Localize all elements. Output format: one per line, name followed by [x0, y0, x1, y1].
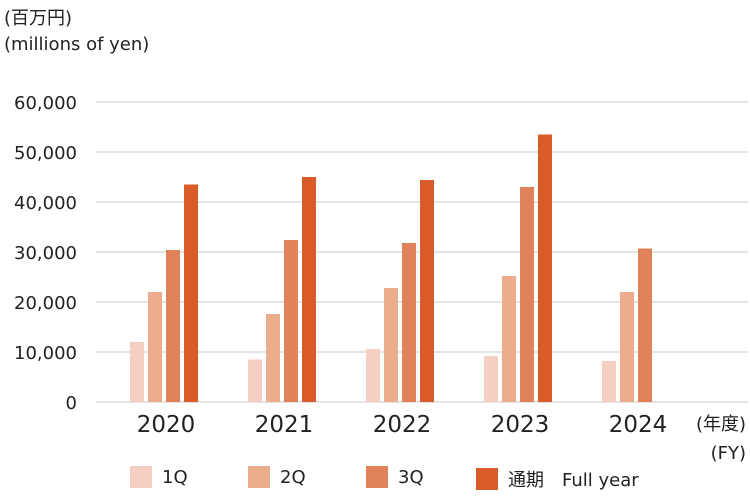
bar-3Q-2021 — [284, 240, 298, 402]
x-axis-suffix-ja: (年度) — [696, 414, 746, 435]
bar-2Q-2022 — [384, 288, 398, 402]
bar-通期-2021 — [302, 177, 316, 402]
bar-3Q-2024 — [638, 248, 652, 402]
unit-label-en: (millions of yen) — [4, 34, 150, 55]
bar-2Q-2023 — [502, 276, 516, 402]
legend-label: 3Q — [398, 466, 424, 488]
legend-swatch — [366, 466, 388, 488]
bar-通期-2022 — [420, 180, 434, 402]
bar-3Q-2023 — [520, 187, 534, 402]
legend-swatch — [476, 468, 498, 490]
legend-item: 1Q — [130, 466, 188, 488]
y-tick-label: 50,000 — [14, 143, 77, 164]
y-tick-label: 10,000 — [14, 343, 77, 364]
y-tick-label: 30,000 — [14, 243, 77, 264]
legend-label: 2Q — [280, 466, 306, 488]
bar-1Q-2022 — [366, 349, 380, 402]
legend: 1Q 2Q 3Q 通期 Full year — [0, 466, 750, 496]
legend-item: 2Q — [248, 466, 306, 488]
legend-item: 通期 Full year — [476, 466, 639, 492]
bar-2Q-2024 — [620, 292, 634, 402]
x-tick-label: 2023 — [491, 412, 550, 438]
bar-1Q-2020 — [130, 342, 144, 402]
bar-1Q-2021 — [248, 359, 262, 402]
x-tick-label: 2024 — [609, 412, 668, 438]
x-tick-label: 2022 — [373, 412, 432, 438]
bar-2Q-2020 — [148, 292, 162, 402]
bar-1Q-2024 — [602, 361, 616, 402]
y-tick-label: 20,000 — [14, 293, 77, 314]
legend-swatch — [248, 466, 270, 488]
legend-swatch — [130, 466, 152, 488]
bar-2Q-2021 — [266, 314, 280, 402]
legend-label: 1Q — [162, 466, 188, 488]
bar-通期-2023 — [538, 134, 552, 402]
bar-1Q-2023 — [484, 356, 498, 402]
bar-3Q-2022 — [402, 243, 416, 402]
legend-item: 3Q — [366, 466, 424, 488]
y-tick-label: 60,000 — [14, 93, 77, 114]
bar-3Q-2020 — [166, 250, 180, 402]
x-tick-label: 2021 — [255, 412, 314, 438]
legend-label: 通期 Full year — [508, 470, 639, 491]
bar-chart: 0 10,000 20,000 30,000 40,000 50,000 60,000 202… — [14, 93, 748, 464]
y-tick-label: 0 — [66, 393, 77, 414]
y-tick-label: 40,000 — [14, 193, 77, 214]
bar-通期-2020 — [184, 184, 198, 402]
x-tick-label: 2020 — [137, 412, 196, 438]
x-axis-suffix-en: (FY) — [711, 443, 746, 464]
unit-label-ja: (百万円) — [4, 8, 73, 29]
